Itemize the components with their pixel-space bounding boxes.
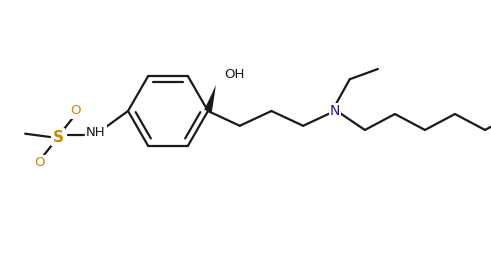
- Text: NH: NH: [86, 127, 106, 139]
- Text: S: S: [53, 130, 63, 144]
- Text: N: N: [329, 104, 340, 118]
- Text: OH: OH: [224, 69, 245, 81]
- Text: O: O: [35, 156, 45, 169]
- Polygon shape: [204, 85, 216, 112]
- Text: O: O: [71, 105, 81, 118]
